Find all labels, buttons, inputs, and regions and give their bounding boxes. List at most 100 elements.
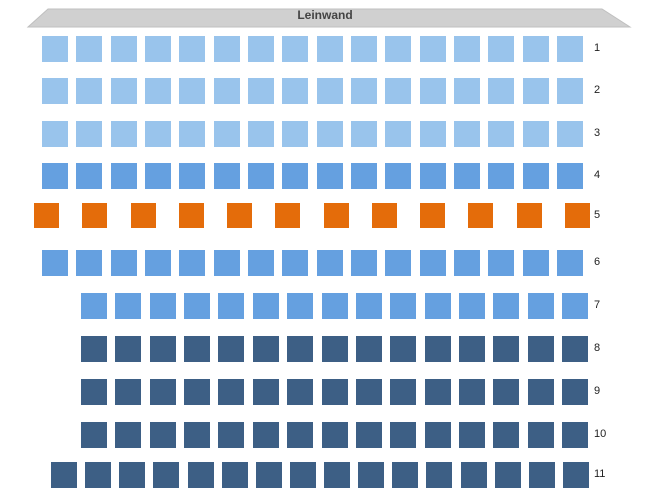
seat-row-10-8[interactable] [321, 422, 348, 448]
seat-row-4-4[interactable] [144, 163, 171, 189]
seat-row-4-10[interactable] [350, 163, 377, 189]
seat-row-9-5[interactable] [218, 379, 245, 405]
seat-row-3-3[interactable] [110, 121, 137, 147]
seat-row-6-7[interactable] [247, 250, 274, 276]
seat-row-4-6[interactable] [213, 163, 240, 189]
seat-row-9-10[interactable] [390, 379, 417, 405]
seat-row-7-14[interactable] [527, 293, 554, 319]
seat-row-5-9[interactable] [420, 203, 446, 228]
seat-row-1-1[interactable] [42, 36, 68, 62]
seat-row-7-12[interactable] [458, 293, 485, 319]
seat-row-3-16[interactable] [556, 121, 583, 147]
seat-row-10-2[interactable] [115, 422, 142, 448]
seat-row-1-10[interactable] [350, 36, 377, 62]
seat-row-11-15[interactable] [528, 462, 555, 488]
seat-row-3-11[interactable] [385, 121, 412, 147]
seat-row-4-11[interactable] [385, 163, 412, 189]
seat-row-3-13[interactable] [453, 121, 480, 147]
seat-row-3-5[interactable] [179, 121, 206, 147]
seat-row-10-13[interactable] [493, 422, 520, 448]
seat-row-11-6[interactable] [221, 462, 248, 488]
seat-row-1-5[interactable] [179, 36, 206, 62]
seat-row-10-7[interactable] [287, 422, 314, 448]
seat-row-5-11[interactable] [516, 203, 542, 228]
seat-row-9-6[interactable] [252, 379, 279, 405]
seat-row-5-10[interactable] [468, 203, 494, 228]
seat-row-2-15[interactable] [522, 78, 549, 104]
seat-row-8-8[interactable] [321, 336, 348, 362]
seat-row-7-9[interactable] [355, 293, 382, 319]
seat-row-8-6[interactable] [252, 336, 279, 362]
seat-row-8-12[interactable] [458, 336, 485, 362]
seat-row-4-9[interactable] [316, 163, 343, 189]
seat-row-10-4[interactable] [184, 422, 211, 448]
seat-row-8-2[interactable] [115, 336, 142, 362]
seat-row-2-12[interactable] [419, 78, 446, 104]
seat-row-4-7[interactable] [247, 163, 274, 189]
seat-row-6-3[interactable] [110, 250, 137, 276]
seat-row-8-9[interactable] [355, 336, 382, 362]
seat-row-2-7[interactable] [247, 78, 274, 104]
seat-row-2-9[interactable] [316, 78, 343, 104]
seat-row-10-5[interactable] [218, 422, 245, 448]
seat-row-4-5[interactable] [179, 163, 206, 189]
seat-row-1-4[interactable] [144, 36, 171, 62]
seat-row-1-14[interactable] [488, 36, 515, 62]
seat-row-3-15[interactable] [522, 121, 549, 147]
seat-row-7-1[interactable] [81, 293, 107, 319]
seat-row-11-16[interactable] [562, 462, 589, 488]
seat-row-6-6[interactable] [213, 250, 240, 276]
seat-row-10-14[interactable] [527, 422, 554, 448]
seat-row-11-12[interactable] [426, 462, 453, 488]
seat-row-11-10[interactable] [358, 462, 385, 488]
seat-row-9-13[interactable] [493, 379, 520, 405]
seat-row-4-16[interactable] [556, 163, 583, 189]
seat-row-5-7[interactable] [323, 203, 349, 228]
seat-row-2-3[interactable] [110, 78, 137, 104]
seat-row-2-5[interactable] [179, 78, 206, 104]
seat-row-1-9[interactable] [316, 36, 343, 62]
seat-row-2-13[interactable] [453, 78, 480, 104]
seat-row-5-1[interactable] [34, 203, 59, 228]
seat-row-3-14[interactable] [488, 121, 515, 147]
seat-row-1-3[interactable] [110, 36, 137, 62]
seat-row-9-12[interactable] [458, 379, 485, 405]
seat-row-11-7[interactable] [255, 462, 282, 488]
seat-row-9-14[interactable] [527, 379, 554, 405]
seat-row-5-8[interactable] [371, 203, 397, 228]
seat-row-3-9[interactable] [316, 121, 343, 147]
seat-row-8-3[interactable] [149, 336, 176, 362]
seat-row-7-3[interactable] [149, 293, 176, 319]
seat-row-9-7[interactable] [287, 379, 314, 405]
seat-row-8-15[interactable] [562, 336, 589, 362]
seat-row-7-4[interactable] [184, 293, 211, 319]
seat-row-8-1[interactable] [81, 336, 107, 362]
seat-row-8-7[interactable] [287, 336, 314, 362]
seat-row-9-15[interactable] [562, 379, 589, 405]
seat-row-5-12[interactable] [564, 203, 590, 228]
seat-row-4-8[interactable] [282, 163, 309, 189]
seat-row-4-13[interactable] [453, 163, 480, 189]
seat-row-11-13[interactable] [460, 462, 487, 488]
seat-row-4-15[interactable] [522, 163, 549, 189]
seat-row-6-8[interactable] [282, 250, 309, 276]
seat-row-9-8[interactable] [321, 379, 348, 405]
seat-row-6-15[interactable] [522, 250, 549, 276]
seat-row-1-16[interactable] [556, 36, 583, 62]
seat-row-6-10[interactable] [350, 250, 377, 276]
seat-row-2-16[interactable] [556, 78, 583, 104]
seat-row-4-1[interactable] [42, 163, 68, 189]
seat-row-8-10[interactable] [390, 336, 417, 362]
seat-row-2-4[interactable] [144, 78, 171, 104]
seat-row-6-2[interactable] [76, 250, 103, 276]
seat-row-6-5[interactable] [179, 250, 206, 276]
seat-row-11-11[interactable] [392, 462, 419, 488]
seat-row-7-11[interactable] [424, 293, 451, 319]
seat-row-4-12[interactable] [419, 163, 446, 189]
seat-row-1-12[interactable] [419, 36, 446, 62]
seat-row-11-4[interactable] [153, 462, 180, 488]
seat-row-8-4[interactable] [184, 336, 211, 362]
seat-row-3-7[interactable] [247, 121, 274, 147]
seat-row-5-3[interactable] [130, 203, 156, 228]
seat-row-3-8[interactable] [282, 121, 309, 147]
